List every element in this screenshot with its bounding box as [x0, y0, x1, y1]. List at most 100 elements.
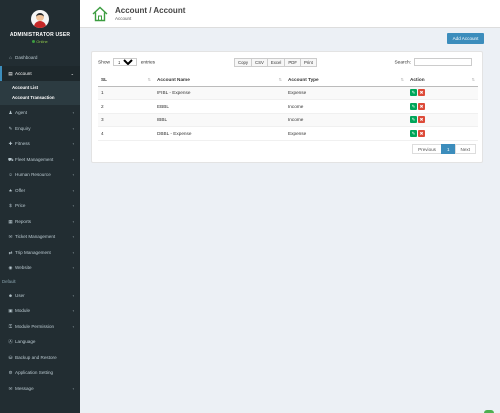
- sidebar-item-fleet-management[interactable]: ⛟Fleet Management ‹: [0, 152, 80, 168]
- page-title: Account / Account: [115, 6, 186, 15]
- sidebar: ADMINISTRATOR USER Online ⌂ Dashboard ▤ Ac…: [0, 0, 80, 413]
- table-row: 2 EBBL Income ✎ ✖: [98, 99, 478, 114]
- pagination-page-1[interactable]: 1: [440, 144, 456, 154]
- edit-icon[interactable]: ✎: [410, 89, 417, 97]
- column-header-action[interactable]: Action ⇅: [407, 74, 478, 87]
- cell-account-name: EBBL: [154, 99, 285, 114]
- chevron-left-icon: ‹: [72, 265, 74, 270]
- edit-icon[interactable]: ✎: [410, 102, 417, 110]
- chevron-left-icon: ‹: [72, 187, 74, 193]
- sidebar-item-account[interactable]: ▤ Account ⌄: [0, 65, 80, 81]
- sidebar-menu: ⌂ Dashboard ▤ Account ⌄ Account List Accoun…: [0, 50, 80, 396]
- sidebar-item-application-setting[interactable]: ⚙ Application Setting: [0, 365, 80, 381]
- chevron-left-icon: ‹: [72, 234, 74, 239]
- sidebar-item-message[interactable]: ✉ Message ‹: [0, 381, 80, 397]
- account-table: SL ⇅ Account Name ⇅ Account Type ⇅ Action ⇅ …: [98, 74, 478, 141]
- scroll-top-tab[interactable]: [484, 410, 494, 413]
- account-icon: ▤: [8, 70, 13, 76]
- fitness-icon: ✚: [8, 141, 13, 146]
- edit-icon[interactable]: ✎: [410, 116, 417, 124]
- chevron-left-icon: ‹: [72, 172, 74, 177]
- sidebar-item-module[interactable]: ▣ Module ‹: [0, 303, 80, 319]
- user-icon: ☻: [8, 292, 13, 298]
- excel-button[interactable]: Excel: [266, 58, 286, 67]
- chevron-left-icon: ‹: [72, 125, 74, 131]
- sidebar-item-dashboard[interactable]: ⌂ Dashboard: [0, 50, 80, 66]
- offer-icon: ★: [8, 187, 13, 193]
- chevron-left-icon: ‹: [72, 385, 74, 391]
- chevron-left-icon: ‹: [72, 218, 74, 224]
- sidebar-subitem-account-list[interactable]: Account List: [12, 85, 39, 90]
- sidebar-item-price[interactable]: $ Price ‹: [0, 198, 80, 214]
- export-buttons: Copy CSV Excel PDF Print: [234, 58, 317, 67]
- sort-icon: ⇅: [400, 77, 404, 83]
- user-panel: ADMINISTRATOR USER Online: [0, 0, 80, 50]
- sidebar-item-human-resource[interactable]: ☺ Human Resource ‹: [0, 167, 80, 183]
- fleet-icon: ⛟: [8, 156, 14, 162]
- chevron-left-icon: ‹: [72, 141, 74, 146]
- account-submenu: Account List Account Transaction: [0, 81, 80, 105]
- dashboard-icon: ⌂: [9, 55, 12, 60]
- sidebar-item-offer[interactable]: ★ Offer ‹: [0, 183, 80, 199]
- cell-account-type: Expense: [285, 126, 407, 141]
- pagination-next[interactable]: Next: [454, 144, 476, 154]
- chevron-left-icon: ‹: [72, 156, 74, 162]
- sidebar-item-module-permission[interactable]: ⚿ Module Permission ‹: [0, 319, 80, 335]
- column-header-account-type[interactable]: Account Type ⇅: [285, 74, 407, 87]
- page-length-select[interactable]: 25: [113, 58, 138, 66]
- delete-icon[interactable]: ✖: [418, 116, 425, 124]
- delete-icon[interactable]: ✖: [418, 129, 425, 137]
- reports-icon: ▦: [8, 218, 13, 224]
- search-input[interactable]: [414, 58, 472, 66]
- sidebar-item-website[interactable]: ◉ Website ‹: [0, 260, 80, 276]
- sidebar-item-trip-management[interactable]: ⇄ Trip Management ‹: [0, 245, 80, 261]
- add-account-button[interactable]: Add Account: [447, 33, 484, 44]
- cell-action: ✎ ✖: [407, 126, 478, 141]
- cell-sl: 3: [98, 113, 154, 127]
- enquiry-icon: ✎: [8, 125, 13, 131]
- gear-icon: ⚙: [8, 370, 13, 375]
- sort-icon: ⇅: [147, 77, 151, 83]
- search: Search:: [394, 58, 472, 68]
- csv-button[interactable]: CSV: [251, 58, 268, 67]
- cell-sl: 2: [98, 99, 154, 114]
- user-name: ADMINISTRATOR USER: [9, 32, 71, 38]
- module-icon: ▣: [8, 308, 13, 313]
- sidebar-item-fitness[interactable]: ✚ Fitness ‹: [0, 136, 80, 152]
- chevron-left-icon: ‹: [72, 292, 74, 298]
- sidebar-item-language[interactable]: Ⓐ Language: [0, 334, 80, 350]
- chevron-left-icon: ‹: [72, 110, 74, 115]
- sidebar-item-backup-restore[interactable]: ⛁ Backup and Restore: [0, 350, 80, 366]
- sidebar-item-agent[interactable]: ♟ Agent ‹: [0, 105, 80, 121]
- pagination-previous[interactable]: Previous: [412, 144, 442, 154]
- agent-icon: ♟: [8, 110, 13, 115]
- price-icon: $: [9, 203, 12, 208]
- sidebar-item-reports[interactable]: ▦ Reports ‹: [0, 214, 80, 230]
- ticket-icon: ✉: [8, 234, 13, 239]
- message-icon: ✉: [8, 385, 13, 391]
- edit-icon[interactable]: ✎: [410, 129, 417, 137]
- cell-account-type: Expense: [285, 86, 407, 100]
- sidebar-item-ticket-management[interactable]: ✉ Ticket Management ‹: [0, 229, 80, 245]
- account-list-panel: Show 25 entries Copy CSV Excel PDF Print…: [91, 51, 483, 163]
- table-row: 1 IFIBL - Expense Expense ✎ ✖: [98, 86, 478, 100]
- chevron-down-icon: ⌄: [70, 70, 74, 76]
- sort-icon: ⇅: [278, 77, 282, 83]
- column-header-sl[interactable]: SL ⇅: [98, 74, 154, 87]
- column-header-account-name[interactable]: Account Name ⇅: [154, 74, 285, 87]
- chevron-left-icon: ‹: [72, 308, 74, 313]
- sidebar-item-enquiry[interactable]: ✎ Enquiry ‹: [0, 121, 80, 137]
- cell-action: ✎ ✖: [407, 99, 478, 114]
- sidebar-item-user[interactable]: ☻ User ‹: [0, 288, 80, 304]
- cell-action: ✎ ✖: [407, 86, 478, 100]
- table-row: 3 IBBL Income ✎ ✖: [98, 113, 478, 127]
- copy-button[interactable]: Copy: [234, 58, 253, 67]
- pdf-button[interactable]: PDF: [284, 58, 301, 67]
- trip-icon: ⇄: [8, 249, 13, 255]
- sidebar-subitem-account-transaction[interactable]: Account Transaction: [12, 95, 55, 100]
- print-button[interactable]: Print: [300, 58, 317, 67]
- delete-icon[interactable]: ✖: [418, 89, 425, 97]
- delete-icon[interactable]: ✖: [418, 102, 425, 110]
- cell-sl: 4: [98, 126, 154, 141]
- human-resource-icon: ☺: [8, 172, 13, 177]
